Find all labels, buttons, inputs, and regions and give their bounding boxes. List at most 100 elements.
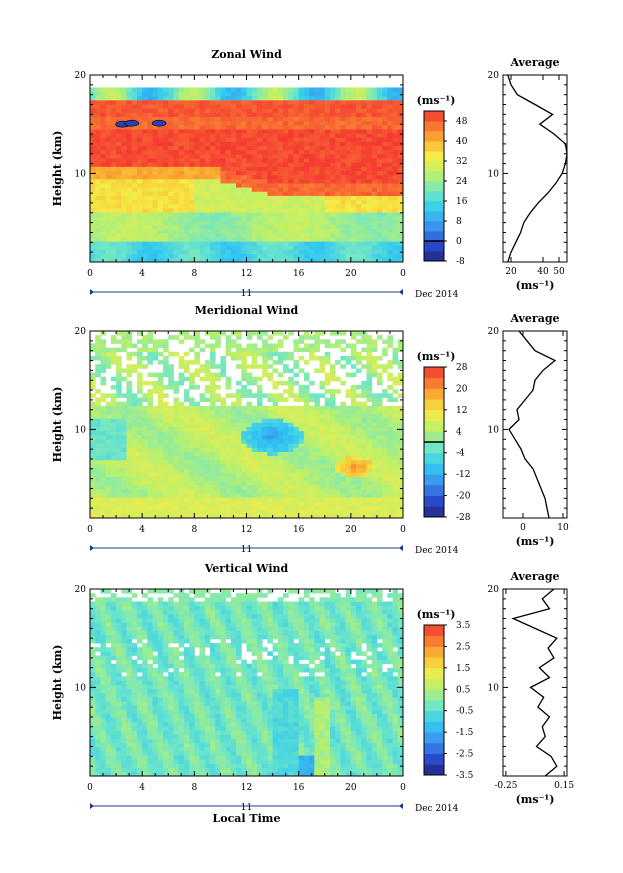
heatmap-cell — [376, 257, 383, 263]
heatmap-cell — [183, 501, 190, 506]
heatmap-cell — [314, 505, 320, 511]
heatmap-cell — [110, 153, 117, 159]
heatmap-cell — [110, 216, 117, 221]
heatmap-cell — [100, 170, 107, 176]
heatmap-cell — [293, 493, 300, 498]
heatmap-cell — [236, 451, 242, 457]
heatmap-cell — [189, 141, 195, 147]
heatmap-cell — [199, 434, 206, 440]
heatmap-cell — [293, 364, 300, 369]
heatmap-cell — [303, 505, 310, 511]
heatmap-cell — [209, 355, 216, 361]
heatmap-cell — [183, 480, 190, 486]
heatmap-cell — [100, 459, 107, 465]
heatmap-cell — [204, 430, 211, 436]
heatmap-cell — [267, 439, 273, 444]
heatmap-cell — [225, 203, 232, 209]
heatmap-cell — [116, 141, 122, 147]
colorbar-label: -8 — [456, 257, 465, 267]
heatmap-cell — [272, 393, 279, 398]
heatmap-cell — [298, 220, 305, 225]
heatmap-cell — [110, 439, 117, 444]
heatmap-cell — [100, 376, 107, 382]
heatmap-cell — [283, 253, 289, 259]
heatmap-cell — [126, 245, 133, 250]
heatmap-cell — [262, 191, 268, 196]
heatmap-cell — [241, 480, 247, 486]
heatmap-cell — [329, 331, 336, 336]
heatmap-cell — [236, 162, 242, 167]
heatmap-cell — [131, 472, 138, 477]
heatmap-cell — [199, 212, 206, 217]
heatmap-cell — [189, 253, 195, 259]
heatmap-cell — [356, 443, 362, 448]
heatmap-cell — [288, 439, 294, 444]
heatmap-cell — [288, 422, 294, 427]
heatmap-cell — [131, 104, 138, 109]
heatmap-cell — [288, 220, 294, 225]
heatmap-cell — [361, 212, 367, 217]
heatmap-cell — [382, 220, 388, 225]
heatmap-cell — [288, 505, 294, 511]
heatmap-cell — [152, 380, 159, 386]
heatmap-cell — [350, 364, 357, 369]
heatmap-cell — [277, 380, 284, 386]
heatmap-cell — [335, 451, 341, 457]
heatmap-cell — [147, 162, 153, 167]
heatmap-cell — [397, 195, 404, 201]
heatmap-cell — [236, 170, 242, 176]
heatmap-cell — [314, 224, 320, 230]
average-profile-line — [507, 74, 568, 263]
heatmap-cell — [215, 253, 221, 259]
heatmap-cell — [241, 376, 247, 382]
heatmap-cell — [199, 228, 206, 234]
heatmap-cell — [277, 339, 284, 344]
heatmap-cell — [267, 178, 273, 184]
heatmap-cell — [366, 409, 373, 415]
heatmap-cell — [110, 91, 117, 97]
heatmap-cell — [361, 91, 367, 97]
heatmap-cell — [272, 434, 279, 440]
heatmap-cell — [283, 228, 289, 234]
heatmap-cell — [283, 439, 289, 444]
heatmap-cell — [382, 91, 388, 97]
heatmap-cell — [90, 343, 96, 349]
heatmap-cell — [147, 137, 153, 142]
heatmap-cell — [387, 484, 393, 490]
heatmap-cell — [121, 187, 127, 192]
heatmap-cell — [204, 253, 211, 259]
heatmap-cell — [288, 434, 294, 440]
heatmap-cell — [131, 245, 138, 250]
heatmap-cell — [220, 216, 227, 221]
heatmap-cell — [319, 253, 326, 259]
heatmap-cell — [350, 145, 357, 151]
heatmap-cell — [236, 480, 242, 486]
heatmap-cell — [319, 158, 326, 163]
heatmap-cell — [241, 513, 247, 519]
heatmap-cell — [324, 191, 331, 196]
heatmap-cell — [241, 468, 247, 473]
heatmap-cell — [215, 430, 221, 436]
heatmap-cell — [189, 418, 195, 423]
heatmap-cell — [361, 245, 367, 250]
heatmap-cell — [236, 335, 242, 340]
heatmap-cell — [100, 141, 107, 147]
heatmap-cell — [283, 455, 289, 461]
heatmap-cell — [157, 480, 164, 486]
heatmap-cell — [105, 203, 112, 209]
heatmap-cell — [397, 372, 404, 378]
heatmap-cell — [236, 405, 242, 411]
heatmap-cell — [110, 335, 117, 340]
heatmap-cell — [277, 480, 284, 486]
heatmap-cell — [356, 463, 362, 469]
heatmap-cell — [340, 116, 347, 122]
heatmap-cell — [173, 335, 180, 340]
heatmap-cell — [110, 133, 117, 138]
heatmap-cell — [392, 351, 399, 357]
heatmap-cell — [283, 463, 289, 469]
heatmap-cell — [262, 158, 268, 163]
heatmap-cell — [314, 216, 320, 221]
heatmap-cell — [392, 112, 399, 117]
heatmap-cell — [387, 422, 393, 427]
heatmap-cell — [277, 207, 284, 213]
